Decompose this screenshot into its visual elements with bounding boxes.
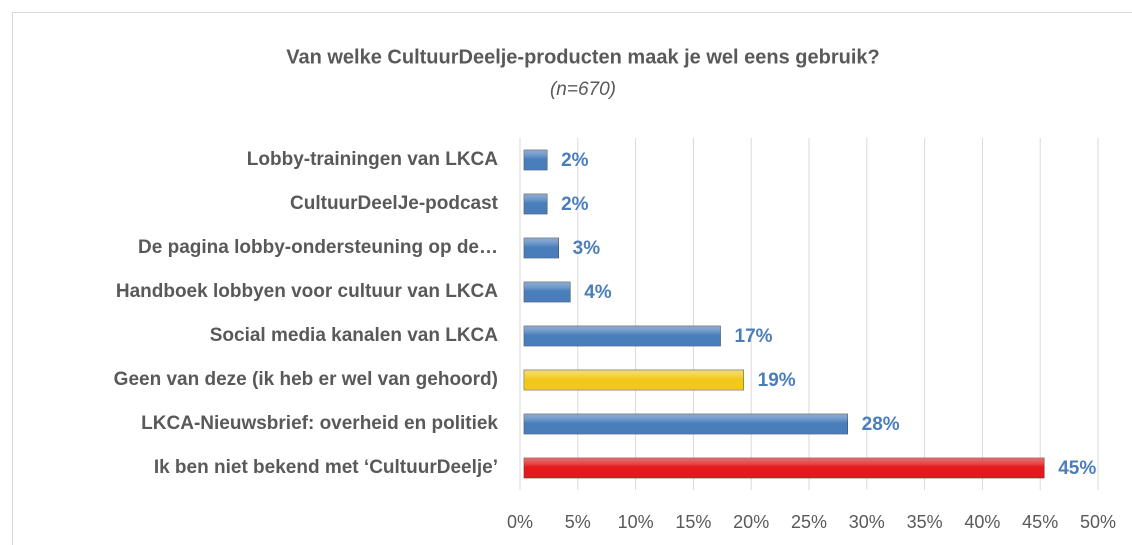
bar-shine <box>524 326 721 346</box>
bar-shine <box>524 194 548 214</box>
bar-shine <box>524 150 548 170</box>
bar-shine <box>524 238 559 258</box>
y-tick-label: CultuurDeelJe-podcast <box>290 193 499 214</box>
y-tick-label: Ik ben niet bekend met ‘CultuurDeelje’ <box>154 457 498 478</box>
x-tick-label: 10% <box>618 512 654 532</box>
x-tick-label: 35% <box>907 512 943 532</box>
y-tick-label: Handboek lobbyen voor cultuur van LKCA <box>116 281 498 302</box>
chart-title: Van welke CultuurDeelje-producten maak j… <box>286 46 880 68</box>
x-tick-label: 15% <box>675 512 711 532</box>
y-tick-label: Social media kanalen van LKCA <box>210 325 499 346</box>
x-tick-label: 30% <box>849 512 885 532</box>
chart-subtitle: (n=670) <box>550 79 616 100</box>
x-tick-label: 20% <box>733 512 769 532</box>
y-tick-label: LKCA-Nieuwsbrief: overheid en politiek <box>141 413 498 434</box>
y-tick-label: Lobby-trainingen van LKCA <box>247 149 499 170</box>
x-tick-label: 5% <box>565 512 591 532</box>
value-label: 45% <box>1058 458 1096 479</box>
value-label: 19% <box>758 370 796 391</box>
bar-shine <box>524 370 744 390</box>
x-tick-label: 50% <box>1080 512 1116 532</box>
x-tick-label: 40% <box>964 512 1000 532</box>
x-tick-label: 45% <box>1022 512 1058 532</box>
bar-shine <box>524 414 848 434</box>
bar-shine <box>524 458 1045 478</box>
value-label: 3% <box>573 238 601 259</box>
y-tick-label: Geen van deze (ik heb er wel van gehoord… <box>114 369 498 390</box>
value-label: 4% <box>584 282 612 303</box>
x-tick-label: 0% <box>507 512 533 532</box>
value-label: 28% <box>862 414 900 435</box>
value-label: 2% <box>561 194 589 215</box>
y-tick-label: De pagina lobby-ondersteuning op de… <box>138 237 498 258</box>
value-label: 2% <box>561 150 589 171</box>
x-tick-label: 25% <box>791 512 827 532</box>
bar-shine <box>524 282 571 302</box>
chart-border <box>12 12 1132 545</box>
value-label: 17% <box>735 326 773 347</box>
